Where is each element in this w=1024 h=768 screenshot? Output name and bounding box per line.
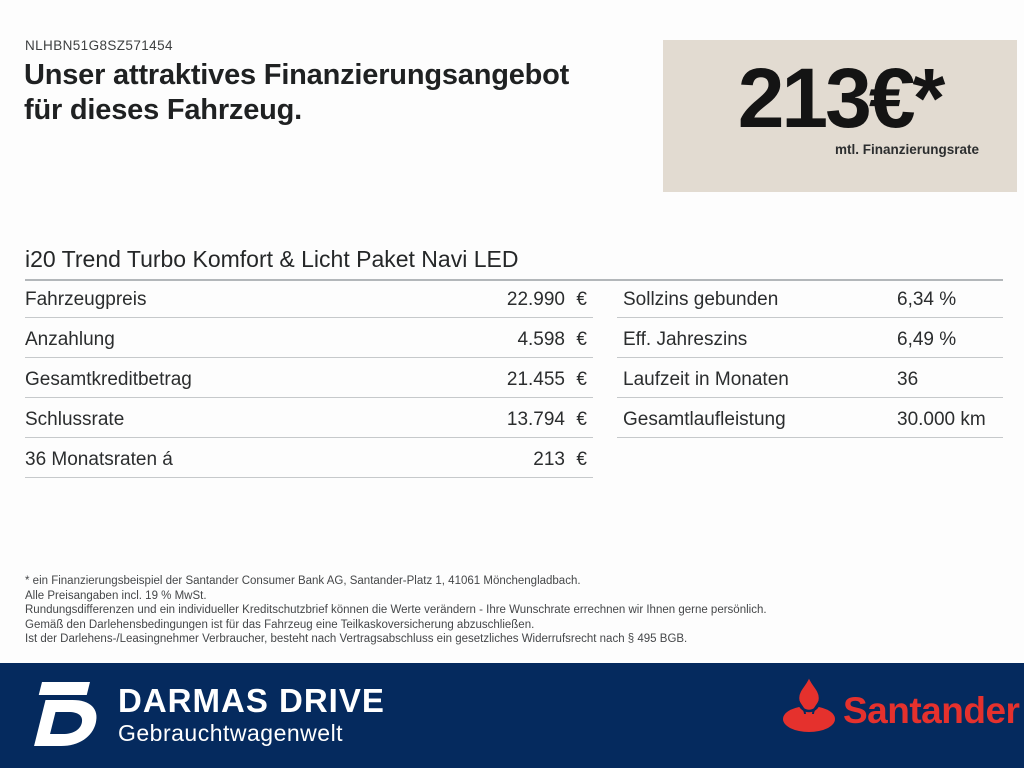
legal-fine-print: * ein Finanzierungsbeispiel der Santande… (25, 574, 985, 647)
financing-table-left: Fahrzeugpreis 22.990 € Anzahlung 4.598 €… (25, 278, 593, 478)
table-row: Sollzins gebunden 6,34 % (617, 278, 1003, 318)
table-row: Anzahlung 4.598 € (25, 318, 593, 358)
row-label: Sollzins gebunden (623, 289, 779, 310)
row-value: 36 (897, 369, 919, 390)
row-unit: € (576, 409, 587, 430)
legal-line: Rundungsdifferenzen und ein individuelle… (25, 604, 767, 617)
page-title: Unser attraktives Finanzierungsangebot f… (24, 58, 569, 128)
table-row: Gesamtlaufleistung 30.000 km (617, 398, 1003, 438)
row-value: 21.455 (506, 369, 565, 390)
row-unit: € (576, 289, 587, 310)
financing-table-right: Sollzins gebunden 6,34 % Eff. Jahreszins… (617, 278, 1003, 438)
vehicle-title: i20 Trend Turbo Komfort & Licht Paket Na… (25, 246, 1003, 281)
page-title-line1: Unser attraktives Finanzierungsangebot (24, 59, 570, 91)
santander-flame-icon (783, 674, 835, 732)
monthly-rate-value: 213€* (737, 51, 946, 145)
monthly-rate-label: mtl. Finanzierungsrate (834, 142, 979, 157)
row-label: Fahrzeugpreis (25, 289, 147, 310)
monthly-rate-box: 213€* mtl. Finanzierungsrate (663, 40, 1017, 192)
dealer-subtitle: Gebrauchtwagenwelt (118, 719, 344, 746)
table-row: Schlussrate 13.794 € (25, 398, 593, 438)
row-value: 4.598 (517, 329, 565, 350)
dealer-logo-block: DARMAS DRIVE Gebrauchtwagenwelt (26, 674, 385, 754)
legal-line: Gemäß den Darlehensbedingungen ist für d… (25, 618, 535, 631)
footer-bar: DARMAS DRIVE Gebrauchtwagenwelt Santande… (0, 663, 1024, 768)
table-row: Laufzeit in Monaten 36 (617, 358, 1003, 398)
table-row: 36 Monatsraten á 213 € (25, 438, 593, 478)
legal-line: * ein Finanzierungsbeispiel der Santande… (25, 575, 581, 587)
row-label: Gesamtkreditbetrag (25, 369, 192, 390)
table-row: Eff. Jahreszins 6,49 % (617, 318, 1003, 358)
legal-line: Alle Preisangaben incl. 19 % MwSt. (25, 589, 207, 602)
row-label: Schlussrate (25, 409, 125, 430)
page-title-line2: für dieses Fahrzeug. (24, 94, 303, 126)
row-value: 30.000 km (897, 409, 986, 430)
table-row: Fahrzeugpreis 22.990 € (25, 278, 593, 318)
legal-line: Ist der Darlehens-/Leasingnehmer Verbrau… (25, 633, 688, 646)
table-row: Gesamtkreditbetrag 21.455 € (25, 358, 593, 398)
dealer-text-block: DARMAS DRIVE Gebrauchtwagenwelt (118, 681, 385, 746)
row-value: 6,34 % (897, 289, 957, 310)
row-label: Eff. Jahreszins (623, 329, 748, 350)
row-label: Laufzeit in Monaten (623, 369, 789, 390)
row-value: 13.794 (506, 409, 565, 430)
row-label: Gesamtlaufleistung (623, 409, 786, 430)
row-value: 213 (533, 449, 565, 470)
row-value: 22.990 (506, 289, 565, 310)
row-label: 36 Monatsraten á (25, 449, 173, 470)
row-unit: € (576, 369, 587, 390)
row-value: 6,49 % (897, 329, 957, 350)
row-unit: € (576, 329, 587, 350)
santander-wordmark: Santander (843, 690, 1020, 731)
row-unit: € (576, 449, 587, 470)
row-label: Anzahlung (25, 329, 115, 350)
dealer-name: DARMAS DRIVE (118, 681, 385, 719)
vin-number: NLHBN51G8SZ571454 (25, 38, 173, 53)
darmas-d-icon (34, 682, 97, 746)
santander-logo-block: Santander (781, 673, 1020, 735)
